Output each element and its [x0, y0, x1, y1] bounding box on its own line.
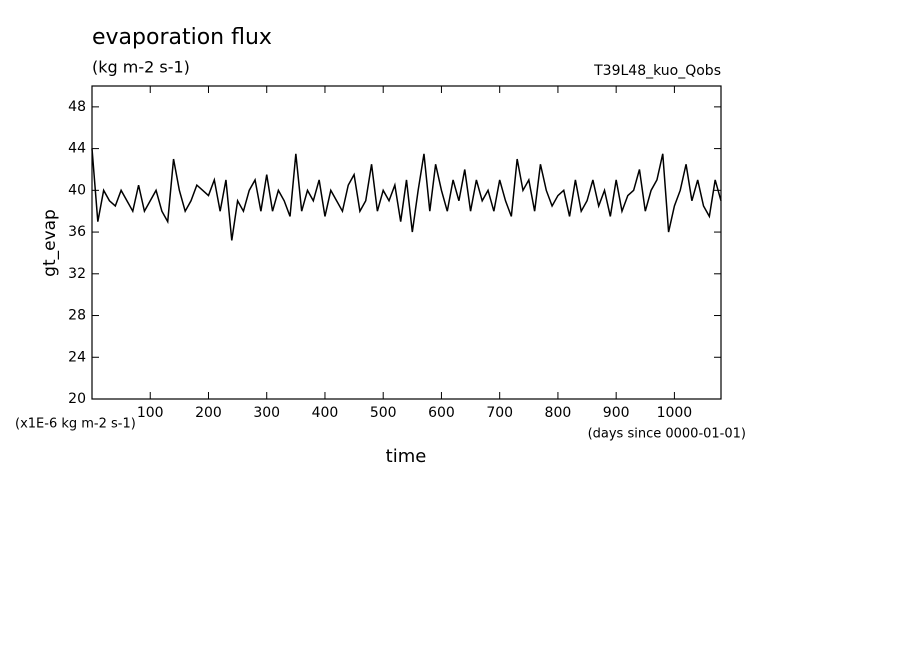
y-tick-label: 44 — [68, 141, 86, 157]
y-tick-label: 36 — [68, 224, 86, 240]
y-tick-label: 28 — [68, 308, 86, 324]
x-tick-label: 200 — [195, 405, 222, 421]
x-tick-label: 300 — [253, 405, 280, 421]
y-units: (x1E-6 kg m-2 s-1) — [15, 417, 136, 432]
run-label: T39L48_kuo_Qobs — [593, 63, 721, 79]
y-tick-label: 24 — [68, 349, 86, 365]
x-tick-label: 900 — [603, 405, 630, 421]
data-line — [91, 148, 722, 241]
x-tick-label: 500 — [370, 405, 397, 421]
x-tick-label: 1000 — [657, 405, 693, 421]
y-axis-label: gt_evap — [40, 209, 60, 277]
x-tick-label: 400 — [312, 405, 339, 421]
x-tick-label: 100 — [137, 405, 164, 421]
chart-title: evaporation flux — [92, 25, 272, 50]
y-tick-label: 48 — [68, 99, 86, 115]
x-tick-label: 600 — [428, 405, 455, 421]
chart-subtitle: (kg m-2 s-1) — [92, 58, 190, 77]
y-tick-label: 20 — [68, 391, 86, 407]
y-tick-label: 40 — [68, 182, 86, 198]
x-tick-label: 800 — [545, 405, 572, 421]
x-tick-label: 700 — [486, 405, 513, 421]
plot-frame — [91, 85, 722, 400]
x-units: (days since 0000-01-01) — [588, 427, 746, 442]
x-axis-label: time — [386, 446, 427, 467]
y-tick-label: 32 — [68, 266, 86, 282]
